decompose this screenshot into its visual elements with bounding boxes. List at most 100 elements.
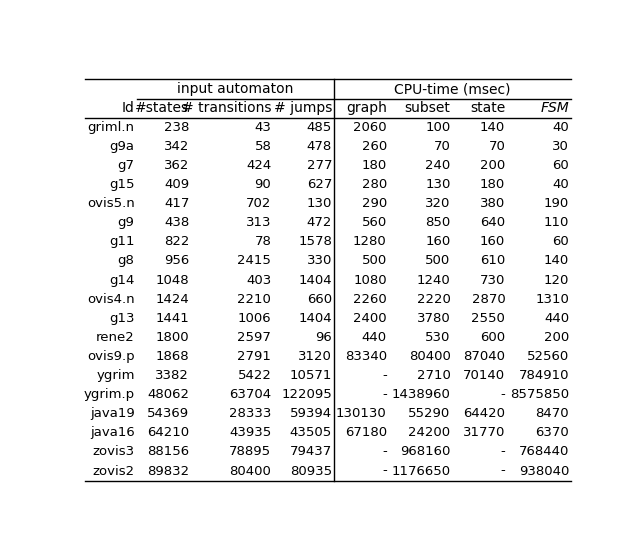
Text: g7: g7	[118, 159, 134, 172]
Text: 67180: 67180	[345, 426, 387, 439]
Text: 1310: 1310	[535, 292, 569, 306]
Text: CPU-time (msec): CPU-time (msec)	[394, 82, 511, 96]
Text: ovis5.n: ovis5.n	[87, 197, 134, 210]
Text: 24200: 24200	[408, 426, 451, 439]
Text: Id: Id	[122, 101, 134, 115]
Text: 1800: 1800	[156, 331, 189, 344]
Text: 200: 200	[480, 159, 505, 172]
Text: 1240: 1240	[417, 274, 451, 286]
Text: 850: 850	[426, 216, 451, 229]
Text: 5422: 5422	[237, 369, 271, 382]
Text: 58: 58	[255, 140, 271, 153]
Text: 1080: 1080	[353, 274, 387, 286]
Text: 60: 60	[552, 235, 569, 249]
Text: 1424: 1424	[156, 292, 189, 306]
Text: 1438960: 1438960	[392, 388, 451, 401]
Text: 2791: 2791	[237, 350, 271, 363]
Text: graph: graph	[346, 101, 387, 115]
Text: 342: 342	[164, 140, 189, 153]
Text: 43505: 43505	[290, 426, 332, 439]
Text: 485: 485	[307, 121, 332, 134]
Text: rene2: rene2	[96, 331, 134, 344]
Text: 130130: 130130	[336, 407, 387, 420]
Text: 472: 472	[307, 216, 332, 229]
Text: 89832: 89832	[147, 464, 189, 478]
Text: 160: 160	[426, 235, 451, 249]
Text: 660: 660	[307, 292, 332, 306]
Text: 78: 78	[255, 235, 271, 249]
Text: 702: 702	[246, 197, 271, 210]
Text: 280: 280	[362, 178, 387, 191]
Text: 2400: 2400	[353, 312, 387, 325]
Text: g8: g8	[118, 255, 134, 267]
Text: 822: 822	[164, 235, 189, 249]
Text: 87040: 87040	[463, 350, 505, 363]
Text: 122095: 122095	[282, 388, 332, 401]
Text: 96: 96	[316, 331, 332, 344]
Text: -: -	[382, 464, 387, 478]
Text: 240: 240	[426, 159, 451, 172]
Text: 78895: 78895	[229, 445, 271, 458]
Text: 10571: 10571	[290, 369, 332, 382]
Text: 80400: 80400	[409, 350, 451, 363]
Text: 1280: 1280	[353, 235, 387, 249]
Text: 88156: 88156	[147, 445, 189, 458]
Text: 70: 70	[488, 140, 505, 153]
Text: 60: 60	[552, 159, 569, 172]
Text: #states: #states	[135, 101, 189, 115]
Text: 3780: 3780	[417, 312, 451, 325]
Text: 31770: 31770	[463, 426, 505, 439]
Text: 48062: 48062	[147, 388, 189, 401]
Text: 200: 200	[544, 331, 569, 344]
Text: 59394: 59394	[290, 407, 332, 420]
Text: 3120: 3120	[298, 350, 332, 363]
Text: 160: 160	[480, 235, 505, 249]
Text: 2210: 2210	[237, 292, 271, 306]
Text: 627: 627	[307, 178, 332, 191]
Text: 1868: 1868	[156, 350, 189, 363]
Text: 313: 313	[246, 216, 271, 229]
Text: 2260: 2260	[353, 292, 387, 306]
Text: 238: 238	[164, 121, 189, 134]
Text: -: -	[382, 369, 387, 382]
Text: 63704: 63704	[229, 388, 271, 401]
Text: 8470: 8470	[536, 407, 569, 420]
Text: java19: java19	[90, 407, 134, 420]
Text: 70: 70	[434, 140, 451, 153]
Text: 79437: 79437	[290, 445, 332, 458]
Text: 440: 440	[544, 312, 569, 325]
Text: g15: g15	[109, 178, 134, 191]
Text: 30: 30	[552, 140, 569, 153]
Text: 40: 40	[552, 178, 569, 191]
Text: 500: 500	[426, 255, 451, 267]
Text: 438: 438	[164, 216, 189, 229]
Text: 362: 362	[164, 159, 189, 172]
Text: 54369: 54369	[147, 407, 189, 420]
Text: 1441: 1441	[156, 312, 189, 325]
Text: 610: 610	[480, 255, 505, 267]
Text: 70140: 70140	[463, 369, 505, 382]
Text: 2550: 2550	[472, 312, 505, 325]
Text: 768440: 768440	[518, 445, 569, 458]
Text: 8575850: 8575850	[510, 388, 569, 401]
Text: 130: 130	[307, 197, 332, 210]
Text: 55290: 55290	[408, 407, 451, 420]
Text: 43935: 43935	[229, 426, 271, 439]
Text: 43: 43	[255, 121, 271, 134]
Text: 2415: 2415	[237, 255, 271, 267]
Text: 380: 380	[480, 197, 505, 210]
Text: 3382: 3382	[156, 369, 189, 382]
Text: 956: 956	[164, 255, 189, 267]
Text: g14: g14	[109, 274, 134, 286]
Text: 180: 180	[362, 159, 387, 172]
Text: g9a: g9a	[109, 140, 134, 153]
Text: 2220: 2220	[417, 292, 451, 306]
Text: 968160: 968160	[400, 445, 451, 458]
Text: 560: 560	[362, 216, 387, 229]
Text: 64210: 64210	[147, 426, 189, 439]
Text: g13: g13	[109, 312, 134, 325]
Text: 440: 440	[362, 331, 387, 344]
Text: 80935: 80935	[290, 464, 332, 478]
Text: griml.n: griml.n	[88, 121, 134, 134]
Text: 83340: 83340	[345, 350, 387, 363]
